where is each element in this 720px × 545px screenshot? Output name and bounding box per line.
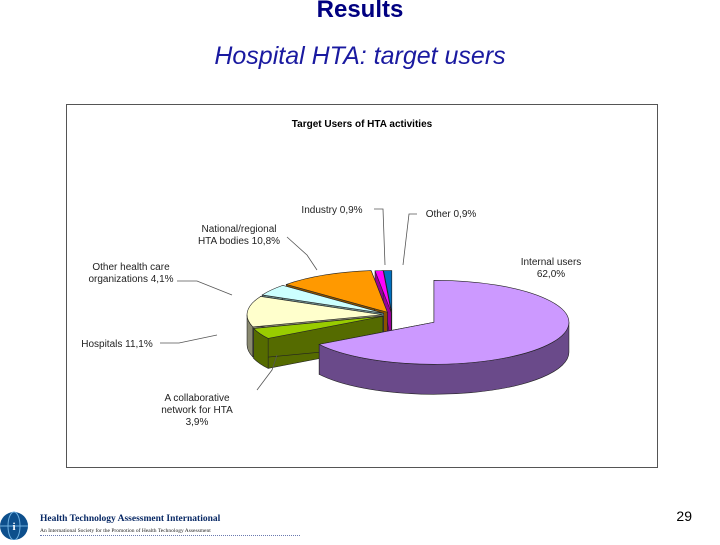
footer-divider: [40, 535, 300, 536]
slide-subtitle: Hospital HTA: target users: [214, 42, 506, 70]
pie-chart: Target Users of HTA activities Internal …: [81, 119, 582, 428]
slice-internal-users: [318, 279, 570, 395]
globe-icon: i: [0, 511, 28, 541]
label-collaborative-network-leader: [256, 354, 278, 391]
label-other: Other 0,9%: [426, 209, 477, 220]
label-other-health-care-orgs: Other health care organizations 4,1%: [88, 262, 173, 285]
org-tagline: An International Society for the Promoti…: [40, 528, 211, 534]
label-national-hta-bodies: National/regional HTA bodies 10,8%: [198, 224, 280, 247]
label-internal-users: Internal users 62,0%: [521, 257, 582, 280]
label-collaborative-network: A collaborative network for HTA 3,9%: [161, 393, 233, 428]
slide-title: Results: [316, 0, 404, 23]
svg-text:i: i: [12, 521, 15, 533]
slice-collaborative-network: [253, 315, 384, 369]
hta-logo: i: [0, 500, 320, 541]
label-industry: Industry 0,9%: [301, 205, 362, 216]
label-other-health-care-orgs-leader: [177, 280, 233, 296]
chart-title: Target Users of HTA activities: [292, 119, 433, 130]
label-hospitals-leader: [160, 334, 218, 344]
pie-chart-frame: Target Users of HTA activities Internal …: [66, 104, 658, 468]
page-number: 29: [676, 508, 692, 524]
label-other-leader: [402, 213, 417, 266]
label-hospitals: Hospitals 11,1%: [81, 339, 153, 350]
org-name: Health Technology Assessment Internation…: [40, 514, 221, 524]
label-industry-leader: [374, 208, 386, 266]
label-national-hta-bodies-leader: [286, 236, 318, 271]
